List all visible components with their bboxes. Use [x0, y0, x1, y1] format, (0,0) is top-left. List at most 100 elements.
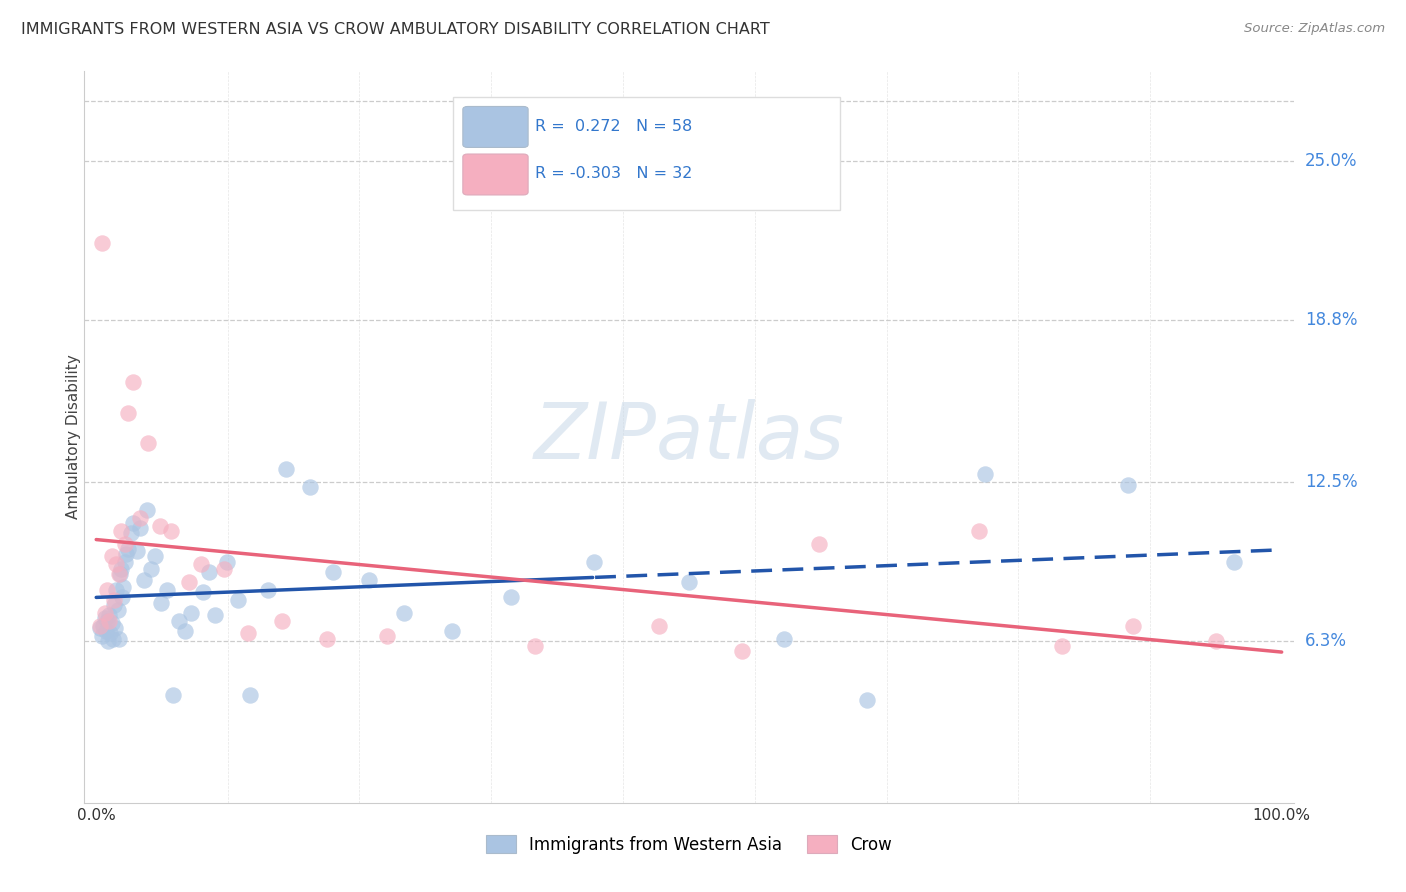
Point	[105, 582, 128, 597]
Point	[115, 547, 138, 561]
Point	[100, 549, 122, 564]
Point	[239, 688, 262, 702]
Point	[93, 606, 115, 620]
Point	[257, 582, 280, 597]
Point	[96, 614, 118, 628]
Point	[1052, 639, 1074, 653]
Point	[111, 591, 134, 605]
Point	[583, 555, 606, 569]
Point	[974, 467, 997, 482]
Point	[855, 693, 877, 707]
Point	[96, 582, 118, 597]
Point	[808, 536, 831, 550]
Point	[97, 634, 120, 648]
Point	[104, 621, 127, 635]
Text: 18.8%: 18.8%	[1305, 311, 1357, 329]
Point	[132, 573, 155, 587]
Point	[129, 521, 152, 535]
Point	[107, 632, 129, 646]
Y-axis label: Ambulatory Disability: Ambulatory Disability	[66, 355, 80, 519]
Point	[648, 618, 671, 632]
Point	[120, 526, 142, 541]
Point	[298, 480, 321, 494]
Point	[105, 557, 128, 571]
Point	[117, 541, 139, 556]
Point	[110, 562, 132, 576]
Point	[91, 236, 114, 251]
Text: 12.5%: 12.5%	[1305, 473, 1357, 491]
Point	[122, 375, 145, 389]
Point	[114, 555, 136, 569]
Point	[107, 567, 129, 582]
Point	[129, 511, 152, 525]
Point	[523, 639, 546, 653]
Point	[375, 629, 398, 643]
Point	[122, 516, 145, 530]
Point	[1205, 634, 1227, 648]
Point	[98, 614, 121, 628]
Point	[89, 618, 111, 632]
Point	[212, 562, 235, 576]
Point	[138, 436, 160, 450]
Text: Source: ZipAtlas.com: Source: ZipAtlas.com	[1244, 22, 1385, 36]
Text: R = -0.303   N = 32: R = -0.303 N = 32	[536, 166, 693, 181]
Point	[89, 621, 111, 635]
Point	[108, 567, 131, 582]
Point	[190, 557, 212, 571]
Point	[180, 606, 202, 620]
Point	[103, 598, 125, 612]
Point	[440, 624, 463, 638]
Point	[191, 585, 214, 599]
Point	[91, 618, 114, 632]
Point	[98, 608, 121, 623]
Point	[204, 608, 226, 623]
FancyBboxPatch shape	[463, 106, 529, 147]
Point	[1223, 555, 1246, 569]
Point	[110, 524, 132, 538]
Point	[139, 562, 162, 576]
Point	[100, 616, 122, 631]
Point	[149, 518, 172, 533]
FancyBboxPatch shape	[453, 97, 841, 211]
Point	[112, 580, 135, 594]
Text: 6.3%: 6.3%	[1305, 632, 1347, 650]
Point	[215, 555, 238, 569]
Text: IMMIGRANTS FROM WESTERN ASIA VS CROW AMBULATORY DISABILITY CORRELATION CHART: IMMIGRANTS FROM WESTERN ASIA VS CROW AMB…	[21, 22, 770, 37]
FancyBboxPatch shape	[463, 154, 529, 195]
Legend: Immigrants from Western Asia, Crow: Immigrants from Western Asia, Crow	[479, 829, 898, 860]
Point	[125, 544, 148, 558]
Text: R =  0.272   N = 58: R = 0.272 N = 58	[536, 119, 693, 134]
Point	[117, 406, 139, 420]
Point	[316, 632, 339, 646]
Point	[107, 603, 129, 617]
Point	[100, 626, 122, 640]
Point	[150, 596, 173, 610]
Point	[167, 614, 190, 628]
Point	[91, 629, 114, 643]
Point	[162, 688, 184, 702]
Point	[177, 575, 200, 590]
Point	[145, 549, 167, 564]
Point	[271, 614, 294, 628]
Point	[228, 593, 250, 607]
Point	[94, 624, 117, 638]
Point	[274, 462, 297, 476]
Point	[136, 503, 159, 517]
Point	[160, 524, 183, 538]
Point	[1116, 477, 1139, 491]
Point	[731, 644, 754, 658]
Point	[93, 611, 115, 625]
Point	[103, 593, 125, 607]
Text: ZIPatlas: ZIPatlas	[533, 399, 845, 475]
Point	[114, 536, 136, 550]
Point	[156, 582, 179, 597]
Point	[236, 626, 259, 640]
Point	[772, 632, 794, 646]
Point	[969, 524, 991, 538]
Point	[501, 591, 523, 605]
Point	[322, 565, 344, 579]
Point	[101, 632, 124, 646]
Point	[357, 573, 380, 587]
Point	[174, 624, 197, 638]
Text: 25.0%: 25.0%	[1305, 153, 1357, 170]
